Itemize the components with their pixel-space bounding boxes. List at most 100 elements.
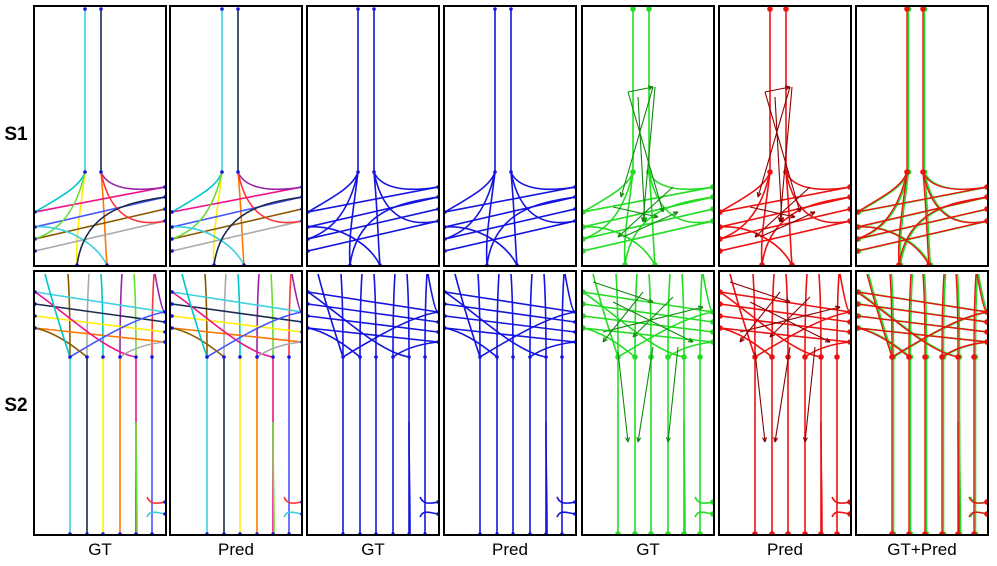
- lane-node: [971, 531, 977, 534]
- lane-node: [681, 531, 687, 534]
- lane-node: [509, 170, 513, 174]
- panel-s1-col5: [581, 5, 715, 267]
- lane-node: [356, 7, 360, 11]
- lane-line: [35, 171, 86, 213]
- lane-line: [857, 171, 908, 213]
- lane-node: [378, 263, 382, 265]
- lane-node: [857, 236, 860, 242]
- lane-line: [898, 196, 987, 265]
- lane-node: [955, 531, 961, 534]
- lane-node: [573, 195, 575, 199]
- lane-line: [100, 171, 165, 224]
- arrow-head: [619, 191, 625, 198]
- lane-node: [163, 207, 165, 211]
- lane-node: [436, 512, 438, 516]
- lane-line: [785, 171, 793, 265]
- lane-node: [436, 185, 438, 189]
- lane-node: [300, 195, 301, 199]
- lane-node: [847, 206, 850, 212]
- lane-node: [436, 195, 438, 199]
- lane-line: [583, 171, 634, 240]
- lane-line: [973, 273, 977, 358]
- column-label-1: GT: [88, 540, 112, 559]
- lane-node: [681, 354, 687, 360]
- lane-node: [35, 210, 37, 214]
- lane-graph: [308, 273, 438, 534]
- lane-node: [150, 355, 154, 359]
- direction-arrow: [749, 206, 796, 218]
- lane-node: [407, 355, 411, 359]
- direction-arrow: [764, 91, 801, 213]
- lane-line: [373, 171, 438, 224]
- lane-line: [237, 171, 301, 191]
- lane-line: [317, 273, 344, 358]
- lane-line: [69, 311, 165, 358]
- lane-line: [100, 171, 165, 191]
- lane-node: [445, 249, 447, 253]
- lane-node: [271, 355, 275, 359]
- lane-node: [720, 224, 723, 230]
- lane-node: [984, 184, 987, 190]
- lane-node: [615, 531, 621, 534]
- arrow-head: [769, 332, 775, 338]
- lane-line: [445, 171, 496, 213]
- lane-node: [372, 7, 376, 11]
- lane-node: [75, 263, 79, 265]
- arrow-head: [632, 332, 638, 338]
- lane-line: [955, 273, 959, 358]
- lane-graph: [583, 273, 713, 534]
- lane-line: [583, 186, 713, 213]
- lane-node: [560, 532, 564, 534]
- lane-node: [436, 310, 438, 314]
- lane-line: [445, 315, 575, 333]
- lane-node: [847, 218, 850, 224]
- arrow-head: [659, 206, 665, 213]
- lane-node: [35, 237, 37, 241]
- lane-node: [583, 325, 586, 331]
- lane-graph: [857, 7, 987, 265]
- lane-line: [891, 311, 987, 358]
- arrow-head: [636, 437, 642, 443]
- direction-arrow: [632, 296, 674, 338]
- lane-node: [271, 532, 275, 534]
- direction-arrow: [637, 96, 646, 223]
- lane-node: [163, 320, 165, 324]
- lane-graph: [720, 273, 850, 534]
- lane-line: [958, 421, 962, 534]
- lane-node: [802, 354, 808, 360]
- lane-node: [847, 184, 850, 190]
- lane-node: [769, 354, 775, 360]
- direction-arrow: [612, 301, 694, 343]
- lane-line: [35, 327, 165, 343]
- lane-node: [101, 355, 105, 359]
- lane-line: [615, 273, 619, 358]
- lane-line: [583, 315, 713, 333]
- direction-arrow: [637, 346, 654, 443]
- lane-node: [308, 290, 310, 294]
- lane-line: [171, 208, 301, 240]
- lane-line: [35, 291, 165, 313]
- lane-node: [847, 511, 850, 517]
- lane-line: [288, 273, 292, 358]
- arrow-head: [756, 191, 762, 198]
- lane-line: [256, 273, 260, 358]
- lane-line: [858, 226, 932, 265]
- lane-node: [436, 330, 438, 334]
- lane-node: [300, 500, 301, 504]
- lane-node: [68, 355, 72, 359]
- arrow-head: [789, 213, 796, 219]
- lane-node: [818, 354, 824, 360]
- direction-arrow: [622, 211, 679, 238]
- lane-node: [445, 314, 447, 318]
- lane-node: [889, 354, 895, 360]
- lane-line: [308, 196, 438, 228]
- arrow-head: [647, 298, 654, 303]
- arrow-head: [762, 437, 768, 443]
- lane-line: [857, 171, 908, 240]
- lane-line: [76, 196, 165, 265]
- lane-line: [922, 171, 930, 265]
- direction-arrow: [627, 91, 664, 213]
- lane-node: [922, 531, 928, 534]
- arrow-head: [809, 211, 816, 217]
- lane-line: [923, 171, 987, 191]
